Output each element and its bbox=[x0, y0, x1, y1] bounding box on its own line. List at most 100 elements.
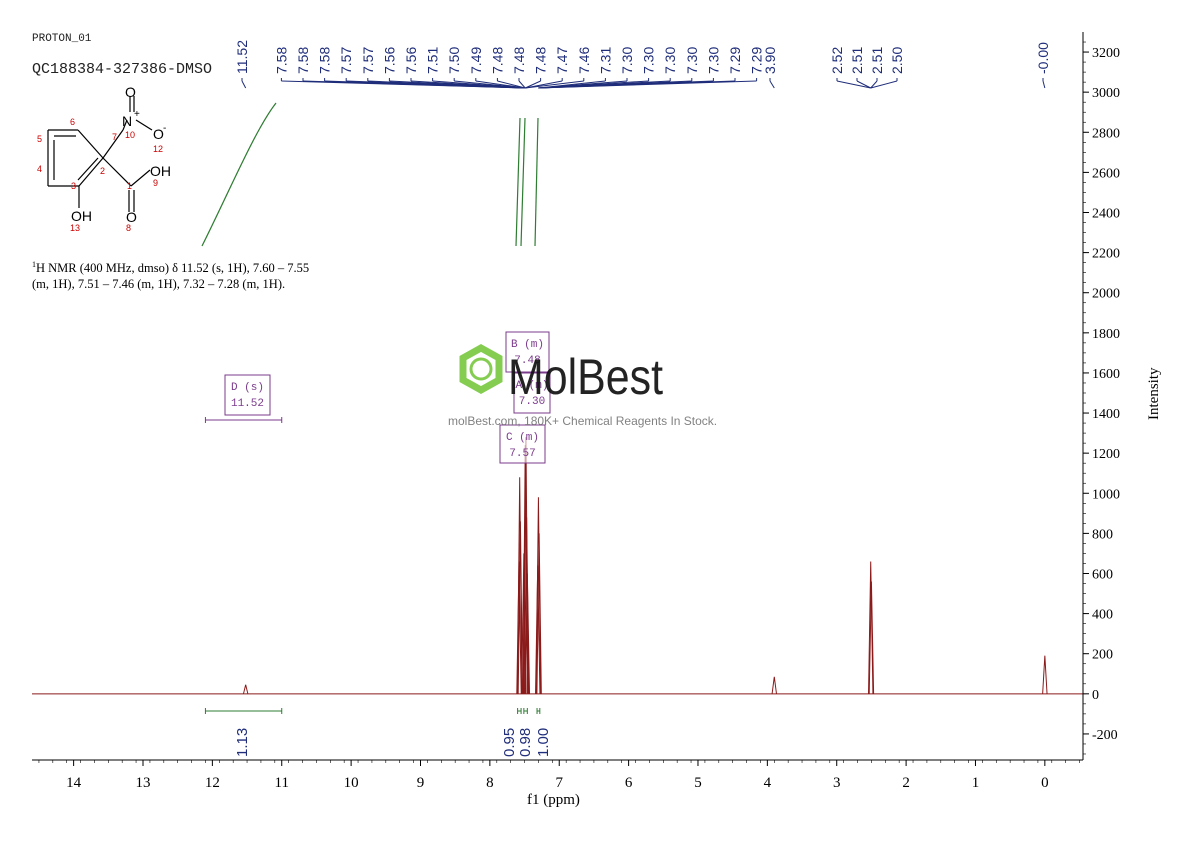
watermark-brand: MolBest bbox=[508, 349, 663, 405]
x-tick-label: 11 bbox=[275, 775, 289, 791]
multiplet-label: A (m) bbox=[515, 380, 548, 392]
peak-label-connector bbox=[518, 80, 526, 89]
x-tick-label: 5 bbox=[694, 775, 702, 791]
peak-label: 7.31 bbox=[597, 47, 613, 74]
peak-label: 7.48 bbox=[489, 47, 505, 74]
spectrum-peak bbox=[516, 477, 523, 694]
peak-label-connector bbox=[870, 80, 898, 89]
multiplet-box bbox=[499, 424, 546, 464]
spectrum-peak bbox=[536, 533, 542, 694]
atom-num-4: 4 bbox=[37, 164, 42, 174]
y-tick-label: 600 bbox=[1092, 567, 1113, 582]
peak-label-connector bbox=[525, 80, 541, 89]
x-tick-label: 14 bbox=[66, 775, 82, 791]
multiplet-box bbox=[513, 372, 551, 414]
atom-oh-acid: OH bbox=[150, 163, 171, 179]
peak-label-connector bbox=[241, 80, 247, 89]
x-tick-label: 3 bbox=[833, 775, 841, 791]
x-tick-label: 13 bbox=[135, 775, 150, 791]
spectrum-peak bbox=[524, 573, 531, 694]
peak-label: 3.90 bbox=[762, 47, 778, 74]
peak-label: 2.50 bbox=[889, 47, 905, 74]
x-tick-label: 0 bbox=[1041, 775, 1049, 791]
atom-n-charge: + bbox=[134, 109, 140, 120]
x-tick-label: 9 bbox=[417, 775, 425, 791]
integral-value: 1.00 bbox=[535, 728, 552, 757]
atom-num-3: 3 bbox=[71, 181, 76, 191]
spectrum-peak bbox=[517, 521, 524, 694]
integral-curve bbox=[534, 117, 539, 247]
integral-value: 0.98 bbox=[517, 728, 534, 757]
peak-label: 2.52 bbox=[829, 47, 845, 74]
integral-value: 1.13 bbox=[234, 728, 251, 757]
atom-num-10: 10 bbox=[125, 130, 135, 140]
y-tick-label: 800 bbox=[1092, 527, 1113, 542]
x-tick-label: 4 bbox=[764, 775, 772, 791]
nmr-description-line2: (m, 1H), 7.51 – 7.46 (m, 1H), 7.32 – 7.2… bbox=[32, 277, 285, 291]
peak-label: 7.48 bbox=[533, 47, 549, 74]
peak-label-connector bbox=[856, 80, 871, 89]
y-tick-label: -200 bbox=[1092, 728, 1118, 743]
atom-o-carbonyl: O bbox=[126, 209, 137, 225]
atom-n: N bbox=[122, 113, 132, 129]
multiplet-shift: 7.48 bbox=[514, 355, 540, 367]
y-tick-label: 2600 bbox=[1092, 166, 1120, 181]
watermark: MolBest molBest.com, 180K+ Chemical Reag… bbox=[448, 343, 717, 428]
peak-label: 11.52 bbox=[234, 40, 250, 74]
peak-label-connector bbox=[538, 80, 757, 89]
atom-o-charge: - bbox=[163, 123, 166, 134]
y-tick-label: 1200 bbox=[1092, 447, 1120, 462]
spectrum-peak bbox=[771, 676, 777, 694]
y-tick-label: 400 bbox=[1092, 608, 1113, 623]
atom-num-2: 2 bbox=[100, 166, 105, 176]
x-tick-label: 6 bbox=[625, 775, 633, 791]
atom-o-right: O bbox=[153, 126, 164, 142]
y-tick-label: 1800 bbox=[1092, 327, 1120, 342]
y-tick-label: 1000 bbox=[1092, 487, 1120, 502]
atom-num-8: 8 bbox=[126, 223, 131, 233]
spectrum-peak bbox=[535, 497, 542, 694]
atom-num-5: 5 bbox=[37, 134, 42, 144]
peak-label: 7.50 bbox=[446, 47, 462, 74]
x-tick-label: 7 bbox=[555, 775, 563, 791]
peak-label: 7.48 bbox=[511, 47, 527, 74]
multiplet-label: D (s) bbox=[231, 382, 264, 394]
y-axis-title: Intensity bbox=[1146, 367, 1162, 420]
peak-label: 7.30 bbox=[662, 47, 678, 74]
y-tick-label: 3200 bbox=[1092, 46, 1120, 61]
peak-label: 7.29 bbox=[749, 47, 765, 74]
atom-num-1: 1 bbox=[127, 181, 132, 191]
peak-label-connector bbox=[454, 80, 526, 89]
y-tick-label: 2800 bbox=[1092, 126, 1120, 141]
peak-label: 7.30 bbox=[641, 47, 657, 74]
spectrum-peak bbox=[242, 684, 249, 694]
peak-label-connector bbox=[836, 80, 871, 89]
multiplet-shift: 7.30 bbox=[519, 396, 545, 408]
peak-label: 7.47 bbox=[554, 47, 570, 74]
x-tick-label: 8 bbox=[486, 775, 494, 791]
x-tick-label: 12 bbox=[205, 775, 220, 791]
spectrum-peak bbox=[1042, 655, 1048, 694]
peak-label: 7.51 bbox=[425, 47, 441, 74]
peak-label: 7.46 bbox=[576, 47, 592, 74]
multiplet-label: B (m) bbox=[511, 339, 544, 351]
peak-label: 7.29 bbox=[727, 47, 743, 74]
y-tick-label: 1400 bbox=[1092, 407, 1120, 422]
peak-label-connector bbox=[870, 80, 878, 89]
sample-name: PROTON_01 bbox=[32, 33, 92, 45]
multiplet-label: C (m) bbox=[506, 432, 539, 444]
y-tick-label: 2000 bbox=[1092, 287, 1120, 302]
watermark-tagline: molBest.com, 180K+ Chemical Reagents In … bbox=[448, 414, 717, 428]
nmr-description-line1: 1H NMR (400 MHz, dmso) δ 11.52 (s, 1H), … bbox=[32, 260, 309, 275]
atom-num-9: 9 bbox=[153, 178, 158, 188]
peak-label: -0.00 bbox=[1035, 42, 1051, 74]
y-tick-label: 2200 bbox=[1092, 247, 1120, 262]
hexagon-inner-icon bbox=[469, 357, 493, 381]
multiplet-shift: 7.57 bbox=[509, 448, 535, 460]
atom-oh-phenol: OH bbox=[71, 208, 92, 224]
x-axis-title: f1 (ppm) bbox=[527, 792, 580, 808]
peak-label: 7.58 bbox=[295, 47, 311, 74]
peak-label-connector bbox=[525, 80, 584, 89]
peak-label-connector bbox=[475, 80, 526, 89]
